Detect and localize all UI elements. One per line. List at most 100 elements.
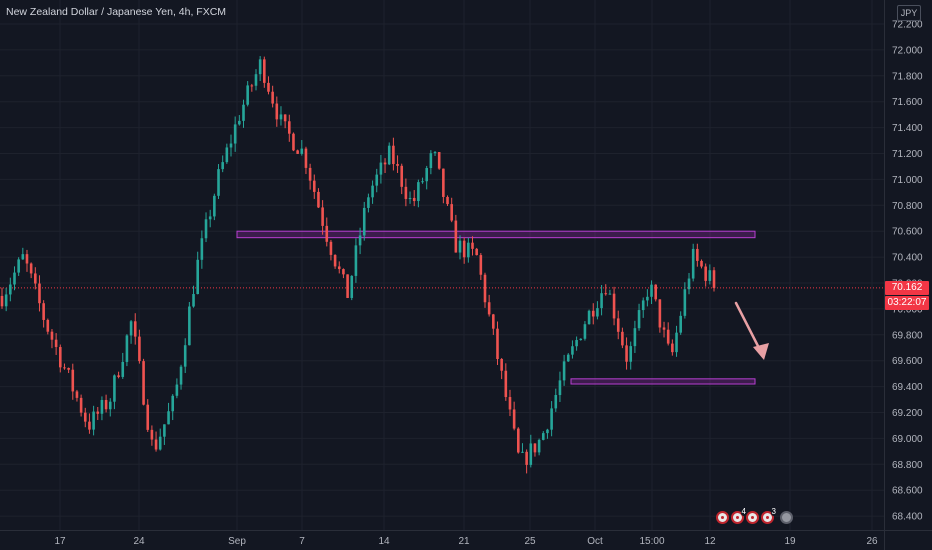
candle-body[interactable] <box>525 451 528 465</box>
candle-body[interactable] <box>121 361 125 377</box>
candle-body[interactable] <box>412 197 416 202</box>
candle-body[interactable] <box>150 429 154 440</box>
candle-body[interactable] <box>683 289 687 316</box>
candle-body[interactable] <box>263 59 266 83</box>
candle-body[interactable] <box>246 85 249 105</box>
candle-body[interactable] <box>312 180 316 192</box>
candle-body[interactable] <box>167 411 170 425</box>
zone-rectangle[interactable] <box>570 378 756 385</box>
candle-body[interactable] <box>300 148 304 154</box>
candle-body[interactable] <box>362 207 366 236</box>
candle-body[interactable] <box>708 270 712 281</box>
candle-body[interactable] <box>100 399 104 414</box>
candle-body[interactable] <box>179 366 183 385</box>
candle-body[interactable] <box>675 332 678 353</box>
candle-body[interactable] <box>483 274 487 303</box>
candle-body[interactable] <box>275 103 279 120</box>
candle-body[interactable] <box>333 254 337 267</box>
candle-body[interactable] <box>367 197 370 208</box>
candle-body[interactable] <box>238 120 241 125</box>
candle-body[interactable] <box>325 225 329 242</box>
candle-body[interactable] <box>608 293 612 295</box>
candle-body[interactable] <box>29 263 33 274</box>
candle-body[interactable] <box>571 346 574 355</box>
candle-body[interactable] <box>517 428 520 453</box>
candle-body[interactable] <box>508 397 512 410</box>
candle-body[interactable] <box>154 439 158 450</box>
candle-body[interactable] <box>529 443 533 465</box>
economic-event-icon[interactable] <box>716 510 729 524</box>
candle-body[interactable] <box>396 164 399 166</box>
candle-body[interactable] <box>558 380 562 396</box>
candle-body[interactable] <box>250 85 254 87</box>
candle-body[interactable] <box>454 220 458 253</box>
candle-body[interactable] <box>13 272 16 285</box>
candle-body[interactable] <box>625 345 628 362</box>
candle-body[interactable] <box>575 340 578 347</box>
candle-body[interactable] <box>658 299 662 328</box>
candle-body[interactable] <box>304 148 308 168</box>
news-event-icon[interactable] <box>780 510 793 524</box>
candle-body[interactable] <box>229 143 233 148</box>
candle-body[interactable] <box>462 240 466 258</box>
candle-body[interactable] <box>117 375 120 377</box>
candle-body[interactable] <box>221 162 224 170</box>
candle-body[interactable] <box>88 421 91 430</box>
candle-body[interactable] <box>387 145 391 165</box>
candle-body[interactable] <box>125 335 129 362</box>
candle-body[interactable] <box>46 319 50 332</box>
candle-body[interactable] <box>92 411 95 430</box>
candle-body[interactable] <box>600 293 603 309</box>
candle-body[interactable] <box>38 283 41 304</box>
candle-body[interactable] <box>79 397 83 413</box>
candle-body[interactable] <box>171 395 175 412</box>
candle-body[interactable] <box>554 395 558 409</box>
candle-body[interactable] <box>533 443 537 453</box>
candle-body[interactable] <box>183 345 187 367</box>
candle-body[interactable] <box>208 216 212 220</box>
candle-body[interactable] <box>471 242 474 249</box>
candle-body[interactable] <box>504 370 508 398</box>
candle-body[interactable] <box>188 306 191 346</box>
candle-body[interactable] <box>67 368 70 370</box>
candle-body[interactable] <box>679 315 682 333</box>
candle-body[interactable] <box>641 300 645 311</box>
candle-body[interactable] <box>329 241 333 255</box>
candle-body[interactable] <box>346 274 349 298</box>
candle-body[interactable] <box>0 295 4 307</box>
candle-body[interactable] <box>196 259 199 295</box>
candle-body[interactable] <box>138 336 141 362</box>
candle-body[interactable] <box>17 259 20 273</box>
candle-body[interactable] <box>450 204 453 221</box>
candle-body[interactable] <box>175 384 179 396</box>
candle-body[interactable] <box>146 404 150 430</box>
candle-body[interactable] <box>104 399 108 410</box>
candle-body[interactable] <box>4 294 8 307</box>
candle-body[interactable] <box>446 196 449 205</box>
candle-body[interactable] <box>113 375 116 402</box>
candle-body[interactable] <box>83 412 87 422</box>
candle-body[interactable] <box>712 270 716 288</box>
candle-body[interactable] <box>612 293 616 319</box>
candle-body[interactable] <box>550 408 553 430</box>
candle-body[interactable] <box>242 104 245 121</box>
candle-body[interactable] <box>633 328 637 347</box>
candle-body[interactable] <box>621 331 624 346</box>
candle-body[interactable] <box>96 411 100 414</box>
candle-body[interactable] <box>591 310 595 317</box>
candle-body[interactable] <box>225 147 229 163</box>
candle-body[interactable] <box>421 181 424 183</box>
candle-body[interactable] <box>650 284 653 297</box>
economic-event-icon[interactable] <box>746 510 759 524</box>
candle-body[interactable] <box>50 331 54 340</box>
currency-badge[interactable]: JPY <box>897 5 921 21</box>
candle-body[interactable] <box>583 324 587 339</box>
candle-body[interactable] <box>458 240 462 253</box>
candle-body[interactable] <box>704 266 707 281</box>
candle-body[interactable] <box>437 152 441 169</box>
candle-body[interactable] <box>579 338 583 341</box>
candle-body[interactable] <box>350 275 354 298</box>
candle-body[interactable] <box>512 409 516 429</box>
